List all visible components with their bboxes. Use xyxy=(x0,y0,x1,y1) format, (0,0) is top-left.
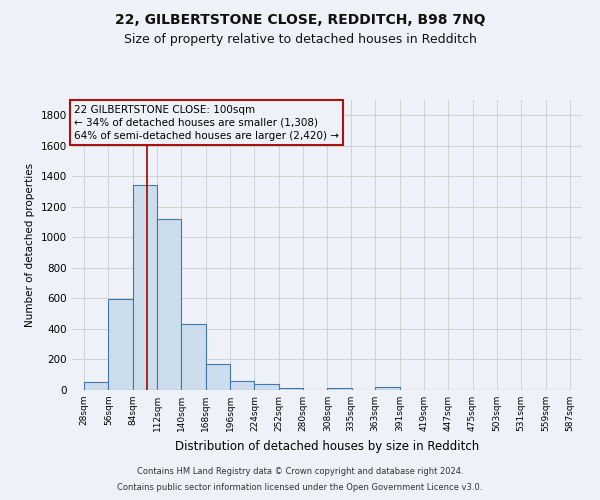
Text: 22 GILBERTSTONE CLOSE: 100sqm
← 34% of detached houses are smaller (1,308)
64% o: 22 GILBERTSTONE CLOSE: 100sqm ← 34% of d… xyxy=(74,104,339,141)
Bar xyxy=(375,387,400,390)
Bar xyxy=(157,219,181,390)
Bar xyxy=(328,388,352,390)
Bar xyxy=(254,384,279,390)
Text: 22, GILBERTSTONE CLOSE, REDDITCH, B98 7NQ: 22, GILBERTSTONE CLOSE, REDDITCH, B98 7N… xyxy=(115,12,485,26)
Text: Contains public sector information licensed under the Open Government Licence v3: Contains public sector information licen… xyxy=(118,484,482,492)
Bar xyxy=(181,324,206,390)
Y-axis label: Number of detached properties: Number of detached properties xyxy=(25,163,35,327)
Bar xyxy=(84,382,109,390)
Bar xyxy=(206,364,230,390)
X-axis label: Distribution of detached houses by size in Redditch: Distribution of detached houses by size … xyxy=(175,440,479,452)
Bar xyxy=(109,299,133,390)
Bar xyxy=(133,186,157,390)
Bar xyxy=(230,381,254,390)
Text: Size of property relative to detached houses in Redditch: Size of property relative to detached ho… xyxy=(124,32,476,46)
Bar xyxy=(279,388,303,390)
Text: Contains HM Land Registry data © Crown copyright and database right 2024.: Contains HM Land Registry data © Crown c… xyxy=(137,467,463,476)
